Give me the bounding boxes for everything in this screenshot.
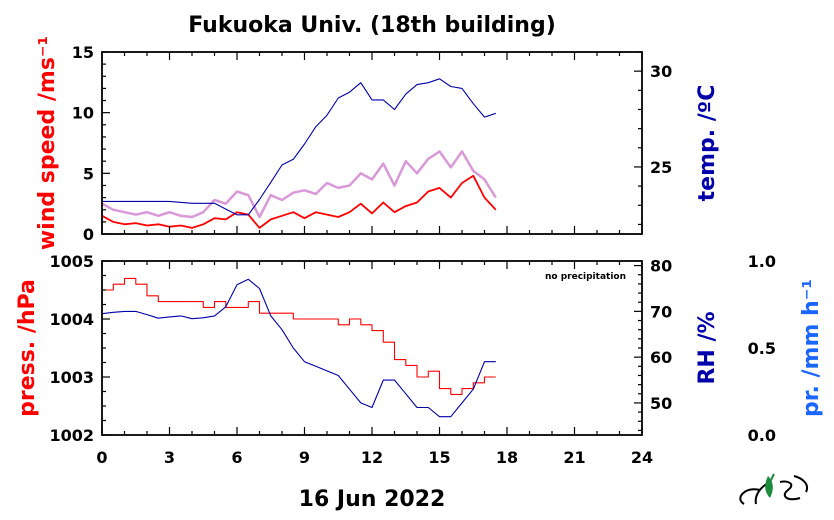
y-tick-label: 50 — [650, 394, 672, 413]
y-tick-label: 0 — [83, 225, 94, 244]
humidity-line — [101, 278, 496, 418]
y-tick-label: 60 — [650, 348, 672, 367]
x-tick-label: 0 — [96, 448, 107, 467]
precip-axis-ticks: 0.0 0.5 1.0 — [748, 252, 776, 445]
rh-axis-ticks: 50 60 70 80 — [634, 257, 672, 432]
y-tick-label: 1005 — [49, 252, 94, 271]
x-axis-ticks: 0 3 6 9 12 15 18 21 24 — [96, 261, 653, 467]
y-tick-label: 30 — [650, 62, 672, 81]
top-panel: 0 5 10 15 25 30 wind speed /ms⁻¹ temp. /ºC — [35, 36, 720, 250]
bottom-panel: 1002 1003 1004 1005 50 60 70 80 0.0 0.5 1.0 0 3 6 9… — [15, 252, 824, 467]
rh-axis-label: RH /% — [695, 311, 720, 384]
bottom-panel-frame — [101, 260, 643, 436]
y-tick-label: 15 — [72, 43, 94, 62]
x-tick-label: 9 — [299, 448, 310, 467]
chart-title: Fukuoka Univ. (18th building) — [188, 13, 556, 38]
y-tick-label: 70 — [650, 302, 672, 321]
y-tick-label: 25 — [650, 158, 672, 177]
pressure-axis-label: press. /hPa — [15, 279, 40, 417]
precip-tick-label: 0.5 — [748, 339, 776, 358]
y-tick-label: 10 — [72, 104, 94, 123]
date-label: 16 Jun 2022 — [299, 487, 446, 512]
y-tick-label: 5 — [83, 164, 94, 183]
wind-axis-ticks: 0 5 10 15 — [72, 43, 110, 244]
top-x-ticks — [101, 52, 643, 234]
x-tick-label: 18 — [496, 448, 518, 467]
x-tick-label: 12 — [361, 448, 383, 467]
precip-axis-label: pr. /mm h⁻¹ — [799, 279, 824, 417]
bottom-plot-area — [101, 277, 496, 418]
precip-tick-label: 0.0 — [748, 426, 776, 445]
temp-axis-label: temp. /ºC — [695, 85, 720, 202]
top-panel-frame — [101, 51, 643, 235]
wind-gust-line — [101, 150, 497, 219]
y-tick-label: 1002 — [49, 426, 94, 445]
x-tick-label: 3 — [164, 448, 175, 467]
y-tick-label: 1004 — [49, 310, 94, 329]
x-tick-label: 15 — [428, 448, 450, 467]
x-tick-label: 6 — [231, 448, 242, 467]
top-plot-area — [101, 78, 497, 229]
x-tick-label: 24 — [631, 448, 653, 467]
fues-logo — [739, 473, 808, 505]
pressure-line — [102, 277, 496, 395]
precip-tick-label: 1.0 — [748, 252, 776, 271]
temperature-line — [102, 78, 496, 216]
temp-axis-ticks: 25 30 — [634, 51, 672, 226]
wind-axis-label: wind speed /ms⁻¹ — [35, 36, 60, 250]
no-precipitation-note: no precipitation — [545, 272, 626, 282]
pressure-axis-ticks: 1002 1003 1004 1005 — [49, 252, 110, 445]
y-tick-label: 80 — [650, 257, 672, 276]
y-tick-label: 1003 — [49, 368, 94, 387]
wind-speed-line — [101, 174, 497, 229]
x-tick-label: 21 — [563, 448, 585, 467]
